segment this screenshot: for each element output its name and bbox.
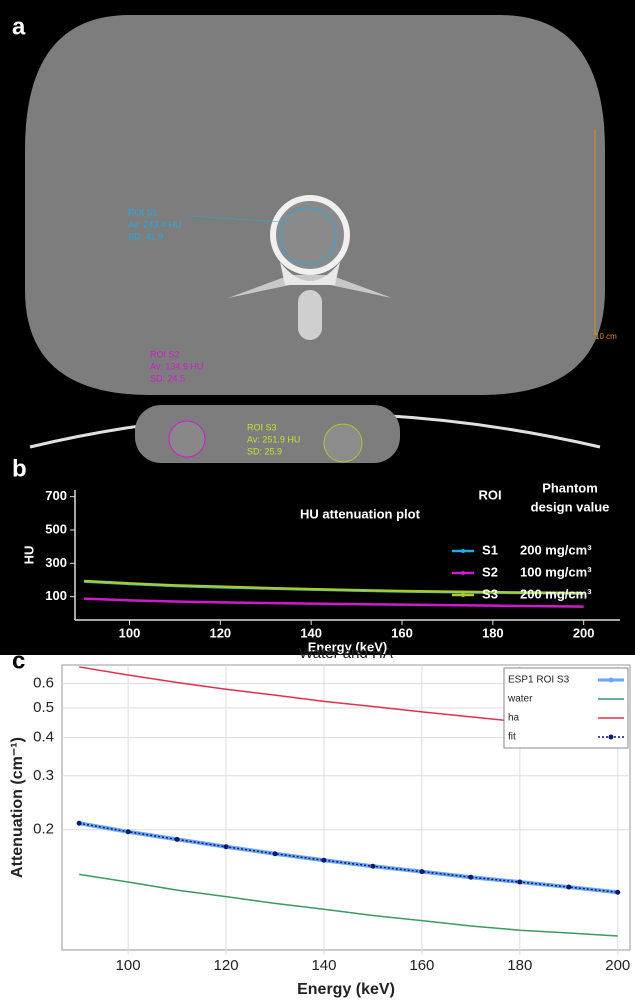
data-point bbox=[175, 837, 180, 842]
x-tick-label: 100 bbox=[119, 625, 141, 640]
page: a 10 cm ROI S1 Av: 243.4 HU SD: 41.9 ROI… bbox=[0, 0, 635, 1002]
data-point bbox=[419, 869, 424, 874]
legend-label: S3 bbox=[482, 586, 498, 601]
x-tick-label: 140 bbox=[311, 957, 336, 974]
y-tick-label: 0.3 bbox=[33, 767, 54, 784]
roi-circle bbox=[169, 421, 205, 457]
legend-label: S1 bbox=[482, 542, 498, 557]
data-point bbox=[273, 851, 278, 856]
x-tick-label: 200 bbox=[605, 957, 630, 974]
series-line bbox=[79, 823, 618, 892]
roi-average: Av: 134.9 HU bbox=[150, 361, 203, 371]
x-tick-label: 140 bbox=[300, 625, 322, 640]
x-tick-label: 180 bbox=[507, 957, 532, 974]
data-point bbox=[615, 890, 620, 895]
data-point bbox=[224, 844, 229, 849]
design-value: 200 mg/cm³ bbox=[520, 542, 592, 557]
legend-header: Phantom bbox=[542, 480, 598, 495]
legend-label: S2 bbox=[482, 564, 498, 579]
y-tick-label: 300 bbox=[45, 555, 67, 570]
y-tick-label: 0.2 bbox=[33, 821, 54, 838]
roi-name: ROI S3 bbox=[247, 422, 277, 432]
figure: a 10 cm ROI S1 Av: 243.4 HU SD: 41.9 ROI… bbox=[0, 0, 635, 1002]
data-point bbox=[517, 880, 522, 885]
legend-swatch-dot bbox=[461, 593, 465, 597]
y-axis-label: HU bbox=[21, 546, 36, 565]
y-tick-label: 500 bbox=[45, 521, 67, 536]
roi-sd: SD: 25.9 bbox=[247, 446, 282, 456]
x-tick-label: 120 bbox=[209, 625, 231, 640]
x-tick-label: 160 bbox=[391, 625, 413, 640]
legend-swatch-dot bbox=[461, 549, 465, 553]
legend-header: design value bbox=[531, 499, 610, 514]
legend-label: ha bbox=[508, 713, 520, 724]
data-point bbox=[126, 829, 131, 834]
legend-title: ROI bbox=[478, 487, 501, 502]
roi-name: ROI S1 bbox=[128, 207, 158, 217]
roi-name: ROI S2 bbox=[150, 349, 180, 359]
data-point bbox=[566, 885, 571, 890]
legend-label: ESP1 ROI S3 bbox=[508, 675, 570, 686]
chart-title: HU attenuation plot bbox=[300, 506, 421, 521]
roi-average: Av: 243.4 HU bbox=[128, 219, 181, 229]
roi-sd: SD: 41.9 bbox=[128, 231, 163, 241]
design-value: 100 mg/cm³ bbox=[520, 564, 592, 579]
x-tick-label: 100 bbox=[116, 957, 141, 974]
panel-label: c bbox=[12, 647, 25, 674]
roi-circle bbox=[324, 424, 362, 462]
roi-sd: SD: 24.5 bbox=[150, 373, 185, 383]
data-point bbox=[321, 858, 326, 863]
y-tick-label: 0.5 bbox=[33, 699, 54, 716]
spinous-process bbox=[298, 290, 322, 340]
data-point bbox=[370, 864, 375, 869]
legend-swatch-dot bbox=[609, 735, 614, 740]
y-tick-label: 0.6 bbox=[33, 675, 54, 692]
y-tick-label: 100 bbox=[45, 588, 67, 603]
legend-swatch-dot bbox=[461, 571, 465, 575]
y-tick-label: 700 bbox=[45, 488, 67, 503]
data-point bbox=[468, 875, 473, 880]
x-axis-label: Energy (keV) bbox=[297, 981, 395, 998]
x-tick-label: 160 bbox=[409, 957, 434, 974]
x-tick-label: 200 bbox=[573, 625, 595, 640]
panel-label: a bbox=[12, 13, 26, 40]
x-tick-label: 180 bbox=[482, 625, 504, 640]
y-tick-label: 0.4 bbox=[33, 729, 54, 746]
legend-swatch-dot bbox=[609, 678, 614, 683]
legend-label: water bbox=[507, 694, 533, 705]
data-point bbox=[77, 821, 82, 826]
roi-average: Av: 251.9 HU bbox=[247, 434, 300, 444]
x-tick-label: 120 bbox=[214, 957, 239, 974]
chart-title: Water and HA bbox=[299, 645, 393, 662]
y-axis-label: Attenuation (cm⁻¹) bbox=[9, 737, 26, 878]
scale-label: 10 cm bbox=[595, 332, 617, 341]
legend-label: fit bbox=[508, 732, 516, 743]
design-value: 200 mg/cm³ bbox=[520, 586, 592, 601]
panel-label: b bbox=[12, 455, 27, 482]
